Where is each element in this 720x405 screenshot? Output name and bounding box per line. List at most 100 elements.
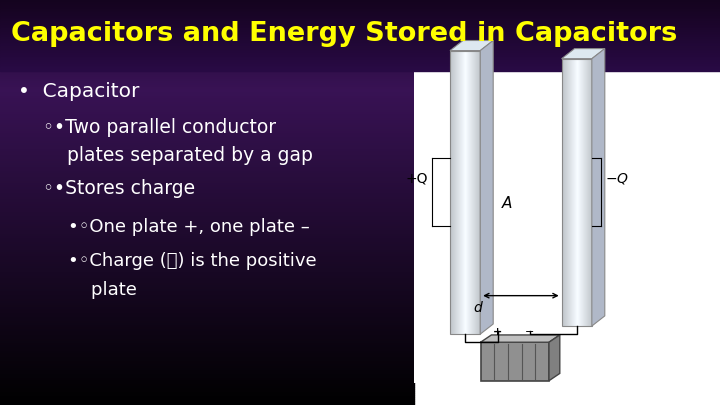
Bar — [0, 13, 720, 14]
Bar — [0, 49, 720, 51]
Bar — [0, 28, 414, 30]
Bar — [0, 213, 414, 215]
Bar — [0, 362, 414, 364]
Bar — [0, 34, 720, 36]
Bar — [0, 14, 414, 16]
Bar — [0, 316, 414, 318]
Bar — [0, 85, 414, 87]
Bar — [0, 53, 720, 55]
Polygon shape — [481, 335, 560, 342]
Bar — [581, 59, 582, 326]
Bar — [0, 130, 414, 132]
Bar — [466, 51, 467, 334]
Bar — [0, 48, 720, 49]
Bar — [0, 150, 414, 152]
Bar — [0, 20, 414, 22]
Bar — [572, 59, 574, 326]
Bar — [0, 38, 414, 40]
Bar — [0, 57, 720, 58]
Bar — [0, 371, 414, 373]
Bar — [0, 51, 720, 53]
Bar — [562, 59, 592, 326]
Bar — [0, 97, 414, 99]
Bar — [0, 215, 414, 217]
Text: •◦One plate +, one plate –: •◦One plate +, one plate – — [68, 218, 310, 236]
Bar — [0, 69, 414, 71]
Bar — [0, 200, 414, 202]
Bar — [0, 2, 414, 4]
Bar — [478, 51, 480, 334]
Bar — [0, 190, 414, 192]
Bar — [571, 59, 572, 326]
Bar — [0, 53, 414, 55]
Bar — [465, 51, 466, 334]
Bar — [0, 277, 414, 279]
Bar — [455, 51, 456, 334]
Bar — [0, 132, 414, 134]
Bar — [0, 306, 414, 308]
Bar — [0, 207, 414, 209]
Bar — [0, 261, 414, 263]
Bar — [451, 51, 452, 334]
Bar — [586, 59, 587, 326]
Bar — [0, 79, 414, 81]
Bar — [456, 51, 457, 334]
Bar — [460, 51, 461, 334]
Bar — [0, 2, 720, 4]
Bar — [0, 32, 720, 34]
Bar — [0, 393, 414, 395]
Text: $A$: $A$ — [502, 194, 513, 211]
Bar — [0, 275, 414, 277]
Text: •◦Charge (𝑄) is the positive: •◦Charge (𝑄) is the positive — [68, 252, 317, 270]
Bar — [0, 192, 414, 194]
Bar — [0, 7, 720, 9]
Bar — [0, 356, 414, 358]
Bar — [0, 39, 720, 41]
Bar — [0, 320, 414, 322]
Bar — [0, 369, 414, 371]
Bar — [0, 136, 414, 138]
Bar — [0, 271, 414, 273]
Bar — [580, 59, 581, 326]
Polygon shape — [549, 335, 560, 381]
Bar — [477, 51, 478, 334]
Bar — [461, 51, 462, 334]
Text: plates separated by a gap: plates separated by a gap — [43, 147, 313, 165]
Bar — [0, 55, 414, 57]
Bar — [0, 111, 414, 113]
Bar — [0, 51, 414, 53]
Bar — [0, 144, 414, 146]
Bar — [0, 73, 414, 75]
Bar — [0, 255, 414, 257]
Bar — [0, 138, 414, 140]
Bar — [0, 377, 414, 379]
Bar — [0, 49, 414, 51]
Bar — [0, 186, 414, 188]
Bar — [471, 51, 472, 334]
Bar — [0, 25, 720, 27]
Bar — [0, 67, 414, 69]
Bar — [0, 93, 414, 95]
Bar — [0, 58, 720, 60]
Bar — [0, 184, 414, 186]
Text: +: + — [493, 327, 503, 337]
Bar — [0, 60, 720, 62]
Bar — [0, 77, 414, 79]
Bar — [0, 375, 414, 377]
Polygon shape — [562, 49, 605, 59]
Bar — [0, 156, 414, 158]
Text: $d$: $d$ — [473, 300, 485, 315]
Bar — [0, 346, 414, 348]
Bar — [458, 51, 459, 334]
Bar — [457, 51, 458, 334]
Bar — [569, 59, 570, 326]
Bar — [0, 57, 414, 59]
Bar — [0, 6, 414, 8]
Bar — [0, 310, 414, 312]
Bar — [589, 59, 590, 326]
Bar — [0, 95, 414, 97]
Bar — [579, 59, 580, 326]
Bar — [0, 373, 414, 375]
Bar — [469, 51, 470, 334]
Bar — [0, 71, 414, 73]
